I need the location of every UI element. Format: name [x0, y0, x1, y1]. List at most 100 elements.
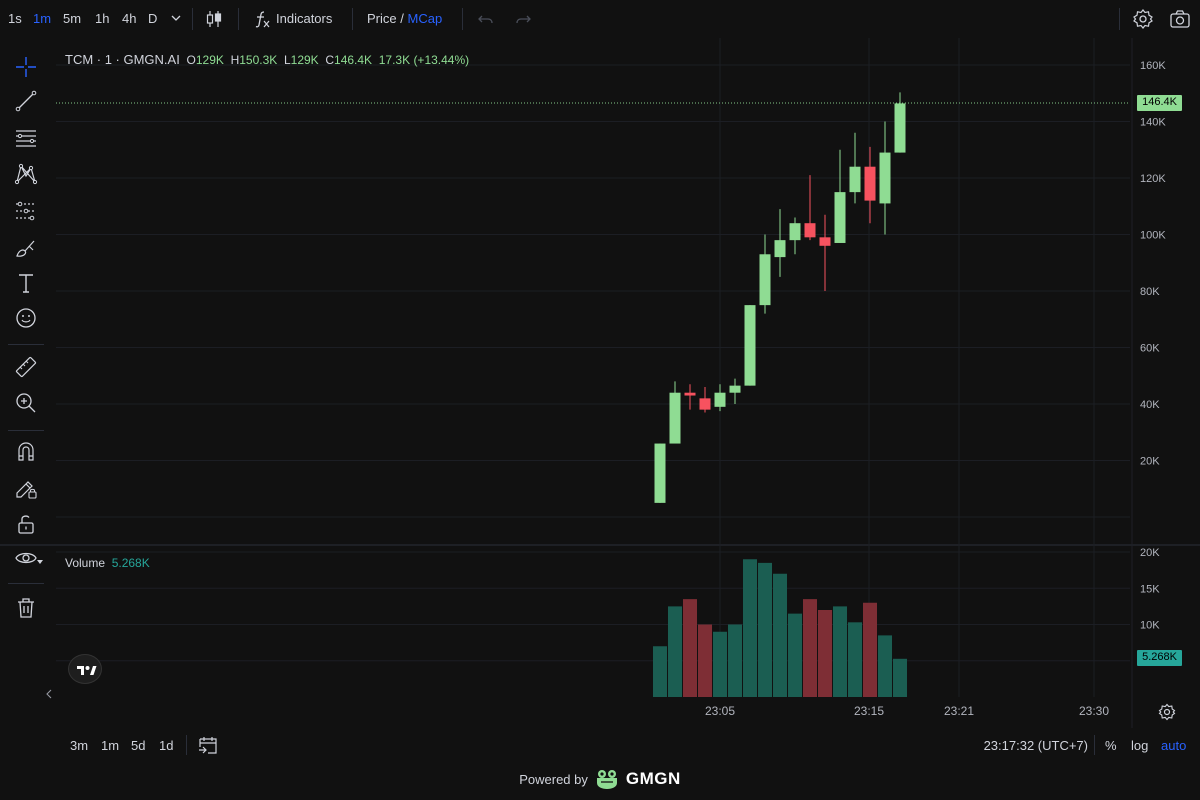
- price-tick-label: 120K: [1140, 173, 1166, 185]
- volume-bar: [728, 624, 742, 697]
- eye-icon[interactable]: [14, 546, 38, 570]
- candle-body: [804, 223, 816, 238]
- close-key: C: [325, 53, 335, 67]
- top-toolbar: 1s 1m 5m 1h 4h D Indicators Price / MCap: [0, 0, 1200, 38]
- function-icon[interactable]: [252, 9, 272, 29]
- timeframe-1m[interactable]: 1m: [33, 11, 52, 26]
- candlestick-icon[interactable]: [204, 9, 224, 29]
- collapse-toolbar-icon[interactable]: [45, 689, 53, 699]
- timeframe-D[interactable]: D: [148, 11, 158, 26]
- trash-icon[interactable]: [14, 596, 38, 620]
- price-tick-label: 60K: [1140, 343, 1160, 355]
- timeframe-1s[interactable]: 1s: [8, 11, 22, 26]
- price-mcap-toggle[interactable]: Price / MCap: [367, 11, 442, 26]
- horizontal-lines-icon[interactable]: [14, 126, 38, 150]
- price-tick-label: 100K: [1140, 230, 1166, 242]
- open-key: O: [186, 53, 196, 67]
- toolbar-divider: [8, 430, 44, 431]
- candle-body: [759, 254, 771, 306]
- volume-bar: [833, 606, 847, 697]
- time-tick-label: 23:05: [705, 704, 735, 718]
- chevron-down-icon[interactable]: [170, 12, 182, 24]
- toggle-separator: /: [400, 11, 404, 26]
- volume-label[interactable]: Volume: [65, 556, 106, 570]
- volume-bar: [683, 599, 697, 697]
- timezone-clock[interactable]: 23:17:32 (UTC+7): [983, 738, 1088, 753]
- toolbar-divider: [8, 583, 44, 584]
- drawing-toolbar: [0, 38, 52, 728]
- lock-drawing-icon[interactable]: [14, 476, 38, 500]
- volume-bar: [698, 624, 712, 697]
- time-tick-label: 23:21: [944, 704, 974, 718]
- candle-body: [849, 166, 861, 193]
- undo-icon[interactable]: [477, 10, 495, 28]
- toolbar-divider: [1119, 8, 1120, 30]
- volume-bar: [653, 646, 667, 697]
- volume-bar: [758, 562, 772, 697]
- gear-icon[interactable]: [1132, 8, 1154, 30]
- last-volume-tag: 5.268K: [1137, 650, 1182, 666]
- tradingview-icon: [77, 666, 97, 675]
- toolbar-divider: [238, 8, 239, 30]
- candle-body: [894, 103, 906, 153]
- camera-icon[interactable]: [1169, 8, 1191, 30]
- emoji-icon[interactable]: [14, 306, 38, 330]
- range-1d[interactable]: 1d: [159, 738, 174, 753]
- change-value: 17.3K: [378, 53, 411, 67]
- trend-line-icon[interactable]: [14, 89, 38, 113]
- axis-settings-icon[interactable]: [1157, 702, 1177, 722]
- range-3m[interactable]: 3m: [70, 738, 89, 753]
- candle-body: [699, 398, 711, 410]
- pattern-icon[interactable]: [14, 162, 38, 186]
- caret-down-icon[interactable]: [36, 558, 44, 566]
- volume-bar: [773, 573, 787, 697]
- brush-icon[interactable]: [14, 236, 38, 260]
- volume-tick-label: 20K: [1140, 547, 1160, 559]
- price-tick-label: 160K: [1140, 60, 1166, 72]
- redo-icon[interactable]: [514, 10, 532, 28]
- mcap-option[interactable]: MCap: [407, 11, 443, 26]
- goto-date-icon[interactable]: [197, 734, 219, 756]
- volume-bar: [743, 559, 757, 697]
- high-value: 150.3K: [239, 53, 278, 67]
- price-tick-label: 80K: [1140, 286, 1160, 298]
- price-option[interactable]: Price: [367, 11, 397, 26]
- timeframe-5m[interactable]: 5m: [63, 11, 82, 26]
- symbol-title[interactable]: TCM · 1 · GMGN.AI: [65, 52, 180, 67]
- price-tick-label: 40K: [1140, 399, 1160, 411]
- gmgn-brand[interactable]: GMGN: [625, 769, 681, 788]
- volume-bar: [803, 599, 817, 697]
- low-key: L: [283, 53, 291, 67]
- candle-body: [654, 443, 666, 503]
- low-value: 129K: [290, 53, 319, 67]
- close-value: 146.4K: [334, 53, 373, 67]
- forecast-icon[interactable]: [14, 199, 38, 223]
- candle-body: [744, 305, 756, 386]
- volume-tick-label: 10K: [1140, 620, 1160, 632]
- gmgn-frog-logo-icon: [596, 770, 617, 789]
- timeframe-4h[interactable]: 4h: [122, 11, 137, 26]
- volume-bar: [878, 635, 892, 697]
- timeframe-1h[interactable]: 1h: [95, 11, 110, 26]
- text-icon[interactable]: [14, 271, 38, 295]
- price-tick-label: 140K: [1140, 117, 1166, 129]
- ruler-icon[interactable]: [14, 355, 38, 379]
- unlock-icon[interactable]: [14, 512, 38, 536]
- log-toggle[interactable]: log: [1131, 738, 1149, 753]
- crosshair-icon[interactable]: [14, 55, 38, 79]
- tradingview-logo[interactable]: [68, 654, 102, 684]
- zoom-in-icon[interactable]: [14, 391, 38, 415]
- magnet-icon[interactable]: [14, 440, 38, 464]
- indicators-button[interactable]: Indicators: [276, 11, 333, 26]
- range-1m[interactable]: 1m: [101, 738, 120, 753]
- candle-body: [774, 240, 786, 258]
- range-5d[interactable]: 5d: [131, 738, 146, 753]
- toolbar-divider: [462, 8, 463, 30]
- volume-bar: [863, 602, 877, 697]
- price-tick-label: 20K: [1140, 456, 1160, 468]
- toolbar-divider: [352, 8, 353, 30]
- volume-value: 5.268K: [111, 556, 150, 570]
- percent-toggle[interactable]: %: [1105, 738, 1117, 753]
- auto-toggle[interactable]: auto: [1161, 738, 1187, 753]
